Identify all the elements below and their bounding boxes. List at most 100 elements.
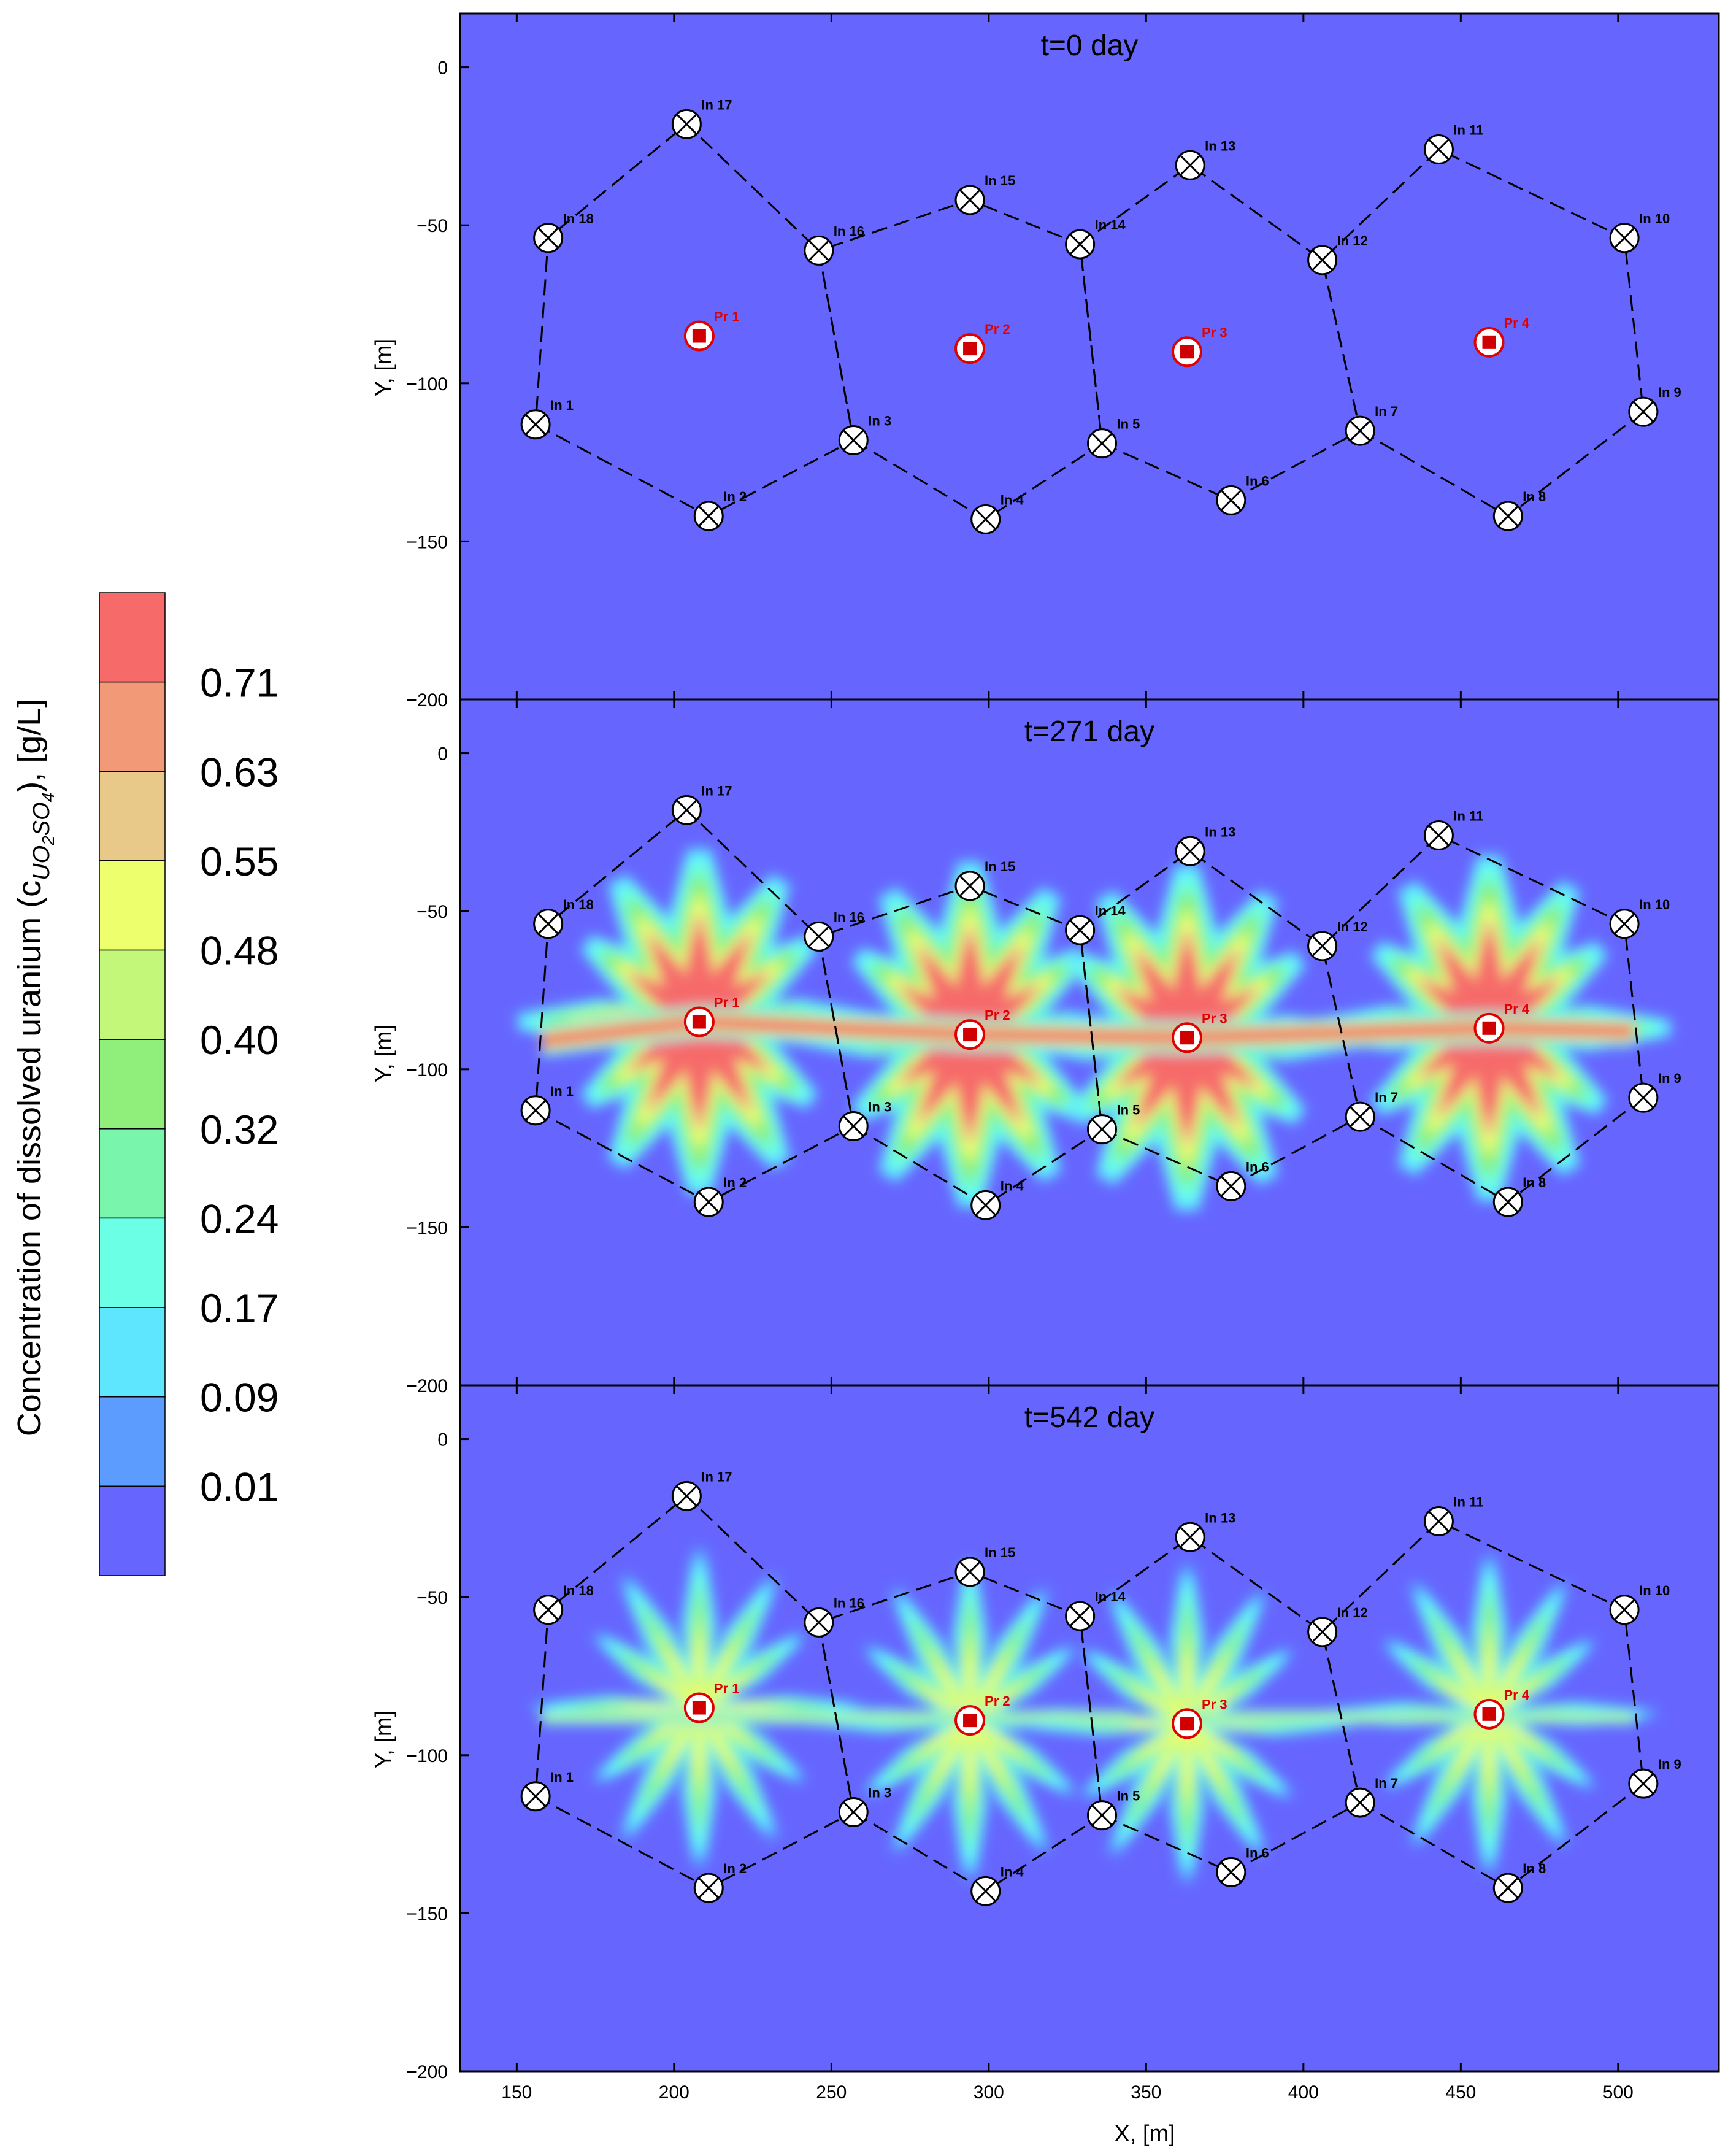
plume-lobe bbox=[1487, 1653, 1526, 1715]
colorbar-swatch bbox=[99, 592, 166, 683]
y-tick-label: −150 bbox=[406, 532, 448, 552]
colorbar-title: Concentration of dissolved uranium (cUO2… bbox=[11, 699, 58, 1437]
injection-well-icon: In 17 bbox=[671, 783, 732, 825]
injection-well-icon: In 6 bbox=[1216, 1845, 1269, 1887]
injection-well-icon: In 4 bbox=[970, 1864, 1024, 1906]
injection-well-icon: In 5 bbox=[1087, 1788, 1140, 1831]
production-wells: Pr 1 Pr 2 Pr 3 Pr 4 bbox=[683, 1681, 1530, 1739]
injection-well-label: In 11 bbox=[1453, 123, 1483, 138]
injection-well-icon: In 16 bbox=[804, 1595, 864, 1638]
plume-lobe bbox=[699, 1704, 776, 1712]
injection-well-label: In 1 bbox=[550, 1084, 574, 1099]
plume-lobe bbox=[965, 961, 1015, 1037]
injection-well-label: In 1 bbox=[550, 398, 574, 413]
injection-well-label: In 8 bbox=[1523, 1861, 1546, 1876]
injection-well-label: In 17 bbox=[701, 1469, 732, 1484]
production-well-label: Pr 2 bbox=[985, 1693, 1010, 1709]
y-axis: 0 −50 −100 −150 −200 bbox=[406, 744, 469, 1396]
injection-well-label: In 16 bbox=[834, 223, 864, 239]
colorbar-tick-label: 0.63 bbox=[200, 749, 278, 795]
colorbar-swatch bbox=[99, 1307, 166, 1398]
injection-wells: In 1 In 2 In 3 In 4 In 5 In 6 In 7 In 8 In 9 In 1… bbox=[520, 783, 1681, 1220]
y-tick-label: −100 bbox=[406, 1060, 448, 1080]
production-well-label: Pr 1 bbox=[714, 1681, 740, 1696]
plume-lobe bbox=[1484, 1025, 1534, 1102]
colorbar-tick-label: 0.55 bbox=[200, 839, 278, 884]
injection-well-icon: In 3 bbox=[838, 414, 891, 456]
y-tick-label: 0 bbox=[437, 1430, 448, 1450]
colorbar: 0.71 0.63 0.55 0.48 0.40 0.32 0.24 0.17 0.09 0.01… bbox=[11, 592, 278, 1576]
plume-lobe bbox=[663, 1647, 701, 1709]
injection-well-label: In 3 bbox=[868, 414, 891, 429]
plume-band bbox=[1187, 1714, 1634, 1720]
plume-lobe bbox=[1182, 964, 1232, 1041]
injection-well-icon: In 3 bbox=[838, 1099, 891, 1142]
injection-well-icon: In 1 bbox=[520, 398, 574, 440]
plume-lobe bbox=[925, 961, 975, 1037]
injection-well-icon: In 13 bbox=[1175, 1510, 1235, 1552]
injection-well-icon: In 18 bbox=[533, 1583, 594, 1625]
plume-lobe bbox=[1151, 1722, 1189, 1785]
y-tick-label: −200 bbox=[406, 1376, 448, 1396]
injection-well-label: In 13 bbox=[1205, 824, 1235, 839]
colorbar-tick-label: 0.48 bbox=[200, 928, 278, 974]
injection-well-icon: In 8 bbox=[1492, 1175, 1546, 1217]
production-well-icon: Pr 1 bbox=[683, 1681, 740, 1723]
production-well-icon: Pr 3 bbox=[1172, 325, 1227, 368]
colorbar-tick-label: 0.71 bbox=[200, 660, 278, 706]
injection-well-icon: In 9 bbox=[1628, 1757, 1681, 1799]
x-ticks bbox=[515, 13, 1619, 699]
plume-layers bbox=[532, 1548, 1657, 1883]
x-tick-label: 450 bbox=[1445, 2082, 1476, 2103]
x-ticks bbox=[515, 1385, 1619, 2071]
panel-background bbox=[460, 13, 1719, 699]
plume-lobe bbox=[964, 1647, 975, 1721]
x-axis: 150 200 250 300 350 400 450 500 bbox=[501, 2082, 1634, 2103]
plume-lobe bbox=[934, 1719, 972, 1781]
injection-well-icon: In 5 bbox=[1087, 417, 1140, 459]
production-well-label: Pr 1 bbox=[714, 309, 740, 325]
y-tick-label: −50 bbox=[417, 902, 448, 922]
panel: In 1 In 2 In 3 In 4 In 5 In 6 In 7 In 8 In 9 In 1… bbox=[371, 698, 1720, 1396]
y-tick-label: −100 bbox=[406, 374, 448, 395]
plume-lobe bbox=[1185, 1663, 1223, 1725]
injection-well-icon: In 7 bbox=[1345, 1090, 1398, 1132]
injection-well-icon: In 15 bbox=[954, 1545, 1015, 1587]
plume-lobe bbox=[1453, 1713, 1491, 1775]
injection-well-label: In 9 bbox=[1658, 1071, 1681, 1086]
x-tick-label: 500 bbox=[1603, 2082, 1634, 2103]
injection-well-icon: In 10 bbox=[1609, 211, 1670, 253]
injection-well-label: In 7 bbox=[1375, 404, 1398, 419]
injection-well-label: In 15 bbox=[985, 173, 1015, 188]
x-tick-label: 150 bbox=[501, 2082, 532, 2103]
x-axis-label: X, [m] bbox=[1114, 2121, 1175, 2147]
y-tick-label: 0 bbox=[437, 58, 448, 79]
injection-well-icon: In 1 bbox=[520, 1769, 574, 1812]
injection-well-label: In 12 bbox=[1337, 919, 1368, 934]
panel: In 1 In 2 In 3 In 4 In 5 In 6 In 7 In 8 In 9 In 1… bbox=[371, 12, 1720, 710]
injection-well-label: In 7 bbox=[1375, 1776, 1398, 1791]
plume-layers bbox=[517, 849, 1671, 1211]
plume-lobe bbox=[1444, 1025, 1494, 1102]
injection-well-label: In 14 bbox=[1095, 1589, 1126, 1604]
injection-well-icon: In 12 bbox=[1307, 233, 1368, 275]
injection-well-label: In 9 bbox=[1658, 385, 1681, 400]
production-well-icon: Pr 3 bbox=[1172, 1010, 1227, 1053]
plume-lobe bbox=[623, 1704, 699, 1712]
x-tick-label: 200 bbox=[659, 2082, 689, 2103]
injection-well-label: In 5 bbox=[1117, 1788, 1140, 1804]
injection-well-icon: In 14 bbox=[1065, 903, 1126, 945]
production-well-icon: Pr 4 bbox=[1473, 1687, 1530, 1730]
y-axis: 0 −50 −100 −150 −200 bbox=[406, 58, 469, 710]
colorbar-swatch bbox=[99, 1485, 166, 1576]
panel-title: t=542 day bbox=[1024, 1401, 1154, 1434]
injection-well-label: In 14 bbox=[1095, 903, 1126, 918]
plume-lobe bbox=[1185, 1722, 1223, 1785]
injection-well-label: In 3 bbox=[868, 1785, 891, 1801]
x-tick-label: 400 bbox=[1288, 2082, 1319, 2103]
injection-well-label: In 16 bbox=[834, 909, 864, 925]
injection-well-icon: In 15 bbox=[954, 173, 1015, 215]
injection-well-icon: In 6 bbox=[1216, 473, 1269, 515]
injection-well-icon: In 4 bbox=[970, 492, 1024, 534]
